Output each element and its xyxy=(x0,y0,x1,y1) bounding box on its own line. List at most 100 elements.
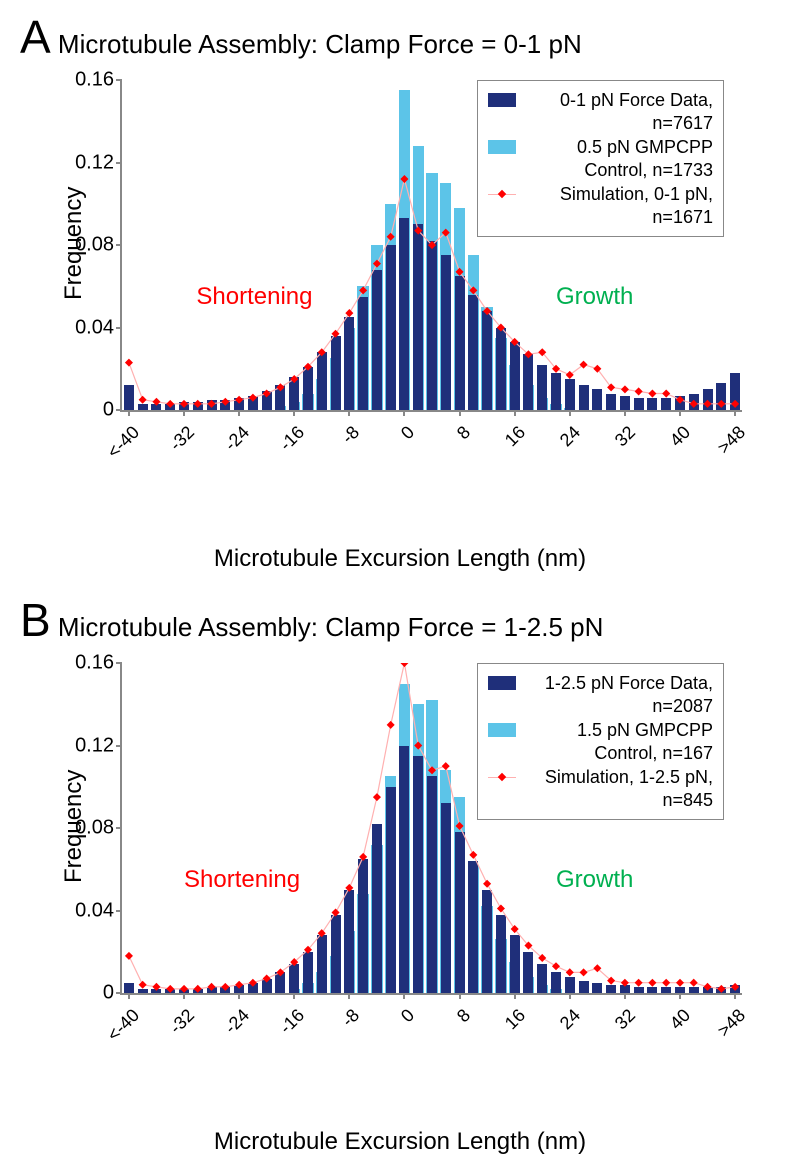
bar-dark xyxy=(275,972,285,993)
annotation-growth: Growth xyxy=(556,866,633,894)
legend: 1-2.5 pN Force Data, n=20871.5 pN GMPCPP… xyxy=(477,663,724,820)
xaxis-label: Microtubule Excursion Length (nm) xyxy=(214,545,586,573)
bar-dark xyxy=(331,336,341,410)
bar-dark xyxy=(551,972,561,993)
xtick-mark xyxy=(514,993,516,999)
ytick-label: 0.04 xyxy=(54,899,122,922)
bar-dark xyxy=(537,964,547,993)
bar-dark xyxy=(179,402,189,410)
bar-dark xyxy=(289,964,299,993)
annotation-shortening: Shortening xyxy=(184,866,300,894)
legend-swatch-box xyxy=(488,140,516,154)
ytick-label: 0.16 xyxy=(54,652,122,675)
xtick-mark xyxy=(569,993,571,999)
xtick-mark xyxy=(624,410,626,416)
bar-dark xyxy=(592,983,602,993)
bar-dark xyxy=(482,890,492,993)
bar-dark xyxy=(661,398,671,410)
xtick-label: 40 xyxy=(666,422,695,451)
bar-dark xyxy=(427,776,437,993)
bar-dark xyxy=(441,255,451,410)
legend-row: 0-1 pN Force Data, n=7617 xyxy=(488,89,713,134)
panel-title: A Microtubule Assembly: Clamp Force = 0-… xyxy=(20,10,582,64)
legend-text: 1.5 pN GMPCPP Control, n=167 xyxy=(524,719,713,764)
panel-title-text: Microtubule Assembly: Clamp Force = 1-2.… xyxy=(51,612,604,642)
bar-dark xyxy=(124,983,134,993)
annotation-growth: Growth xyxy=(556,283,633,311)
bar-dark xyxy=(248,983,258,993)
xtick-mark xyxy=(459,410,461,416)
xtick-label: -8 xyxy=(338,1005,364,1031)
bar-dark xyxy=(193,989,203,993)
bar-dark xyxy=(413,756,423,993)
xtick-label: 16 xyxy=(500,1005,529,1034)
xtick-mark xyxy=(348,410,350,416)
xtick-mark xyxy=(183,410,185,416)
xtick-mark xyxy=(459,993,461,999)
bar-dark xyxy=(468,861,478,993)
bar-dark xyxy=(317,352,327,410)
bar-dark xyxy=(372,270,382,410)
bar-dark xyxy=(289,377,299,410)
bar-dark xyxy=(606,985,616,993)
ytick-label: 0 xyxy=(54,982,122,1005)
bar-dark xyxy=(399,746,409,994)
legend-row: 1-2.5 pN Force Data, n=2087 xyxy=(488,672,713,717)
legend-text: 0-1 pN Force Data, n=7617 xyxy=(524,89,713,134)
legend-row: 0.5 pN GMPCPP Control, n=1733 xyxy=(488,136,713,181)
panel-title: B Microtubule Assembly: Clamp Force = 1-… xyxy=(20,593,603,647)
xtick-label: -32 xyxy=(166,1005,199,1038)
bar-dark xyxy=(647,398,657,410)
panel-letter: B xyxy=(20,594,51,646)
bar-dark xyxy=(537,365,547,410)
bar-dark xyxy=(455,276,465,410)
bar-dark xyxy=(372,824,382,993)
legend: 0-1 pN Force Data, n=76170.5 pN GMPCPP C… xyxy=(477,80,724,237)
panel-B: B Microtubule Assembly: Clamp Force = 1-… xyxy=(0,583,800,1166)
xtick-label: -16 xyxy=(276,1005,309,1038)
xtick-label: -24 xyxy=(221,1005,254,1038)
xtick-label: 32 xyxy=(611,422,640,451)
xtick-mark xyxy=(128,410,130,416)
xtick-label: 24 xyxy=(556,1005,585,1034)
xtick-mark xyxy=(128,993,130,999)
bar-dark xyxy=(606,394,616,411)
ytick-label: 0.12 xyxy=(54,734,122,757)
bar-dark xyxy=(592,389,602,410)
bar-dark xyxy=(386,245,396,410)
bar-dark xyxy=(344,890,354,993)
bar-dark xyxy=(207,400,217,410)
xtick-label: -32 xyxy=(166,422,199,455)
bar-dark xyxy=(193,402,203,410)
xtick-label: 8 xyxy=(452,422,474,444)
bar-dark xyxy=(234,398,244,410)
ytick-label: 0.12 xyxy=(54,151,122,174)
legend-swatch-box xyxy=(488,723,516,737)
bar-dark xyxy=(703,987,713,993)
xtick-mark xyxy=(293,410,295,416)
xtick-label: <-40 xyxy=(103,422,144,463)
xtick-mark xyxy=(734,410,736,416)
bar-dark xyxy=(689,987,699,993)
bar-dark xyxy=(620,985,630,993)
xtick-mark xyxy=(183,993,185,999)
bar-dark xyxy=(138,989,148,993)
ytick-label: 0.04 xyxy=(54,316,122,339)
bar-dark xyxy=(262,391,272,410)
xtick-mark xyxy=(348,993,350,999)
bar-dark xyxy=(675,396,685,410)
figure: A Microtubule Assembly: Clamp Force = 0-… xyxy=(0,0,800,1166)
bar-dark xyxy=(331,915,341,993)
plot-area: 00.040.080.120.16<-40-32-24-16-808162432… xyxy=(120,663,742,995)
legend-swatch-box xyxy=(488,676,516,690)
xtick-label: -24 xyxy=(221,422,254,455)
legend-swatch-line xyxy=(488,187,516,201)
xtick-label: >48 xyxy=(714,422,750,458)
bar-dark xyxy=(358,297,368,410)
bar-dark xyxy=(165,989,175,993)
xtick-mark xyxy=(403,993,405,999)
legend-swatch-box xyxy=(488,93,516,107)
xtick-label: 32 xyxy=(611,1005,640,1034)
xtick-label: <-40 xyxy=(103,1005,144,1046)
bar-dark xyxy=(565,977,575,994)
